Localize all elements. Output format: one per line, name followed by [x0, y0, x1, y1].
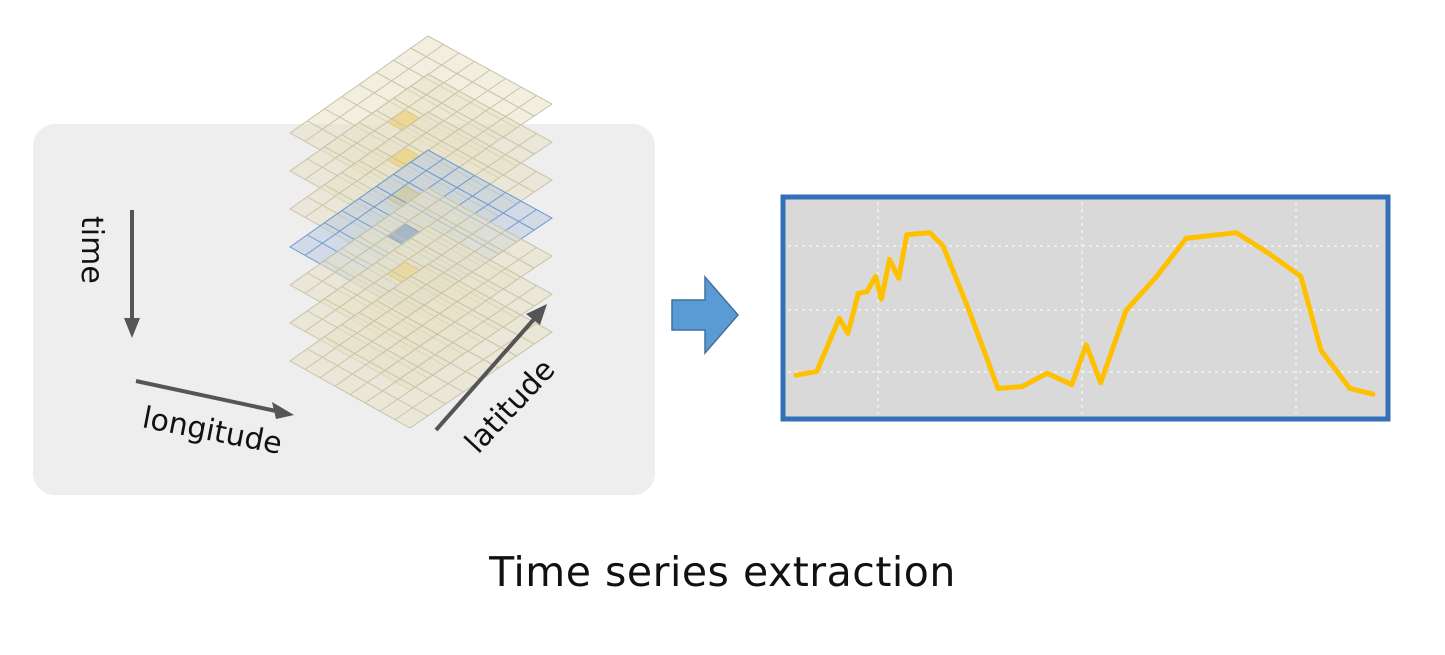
time-series-plot: [780, 194, 1391, 422]
latitude-axis: [434, 304, 547, 432]
time-axis-label: time: [74, 216, 109, 284]
series-line: [793, 230, 1376, 397]
right-arrow-icon: [671, 274, 739, 356]
longitude-axis: [135, 379, 294, 419]
plot-gridlines: [788, 202, 1383, 414]
cube-layer: [289, 263, 553, 429]
data-cube: [289, 35, 553, 429]
time-axis: [124, 210, 140, 338]
caption: Time series extraction: [489, 548, 956, 596]
plot-area: [780, 194, 1391, 422]
